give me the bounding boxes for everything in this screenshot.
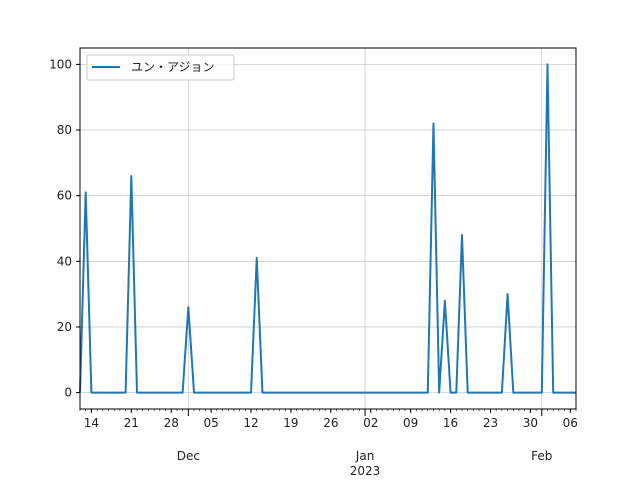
x-month-label: Dec xyxy=(177,449,200,463)
x-tick-label: 14 xyxy=(84,416,99,430)
series-line xyxy=(79,63,576,394)
x-tick-label: 06 xyxy=(563,416,578,430)
legend-label: ユン・アジョン xyxy=(131,60,215,74)
x-month-label: Feb xyxy=(531,449,552,463)
x-tick-label: 30 xyxy=(523,416,538,430)
y-tick-label: 0 xyxy=(64,386,72,400)
plot-frame xyxy=(79,47,577,410)
x-month-label: Jan xyxy=(355,449,375,463)
y-tick-label: 60 xyxy=(57,189,72,203)
x-tick-label: 09 xyxy=(403,416,418,430)
x-tick-label: 05 xyxy=(203,416,218,430)
y-axis: 0 20 40 60 80 100 xyxy=(49,57,80,400)
legend-box xyxy=(86,54,235,81)
x-tick-label: 28 xyxy=(164,416,179,430)
y-tick-label: 40 xyxy=(57,254,72,268)
x-tick-label: 02 xyxy=(363,416,378,430)
x-year-label: 2023 xyxy=(350,464,381,478)
grid-lines xyxy=(80,48,576,409)
x-tick-label: 19 xyxy=(283,416,298,430)
y-tick-label: 100 xyxy=(49,57,72,71)
legend: ユン・アジョン xyxy=(86,54,235,81)
y-tick-label: 20 xyxy=(57,320,72,334)
x-tick-label: 12 xyxy=(243,416,258,430)
x-tick-label: 21 xyxy=(124,416,139,430)
y-tick-label: 80 xyxy=(57,123,72,137)
x-tick-label: 16 xyxy=(443,416,458,430)
x-tick-label: 26 xyxy=(323,416,338,430)
x-tick-label: 23 xyxy=(483,416,498,430)
